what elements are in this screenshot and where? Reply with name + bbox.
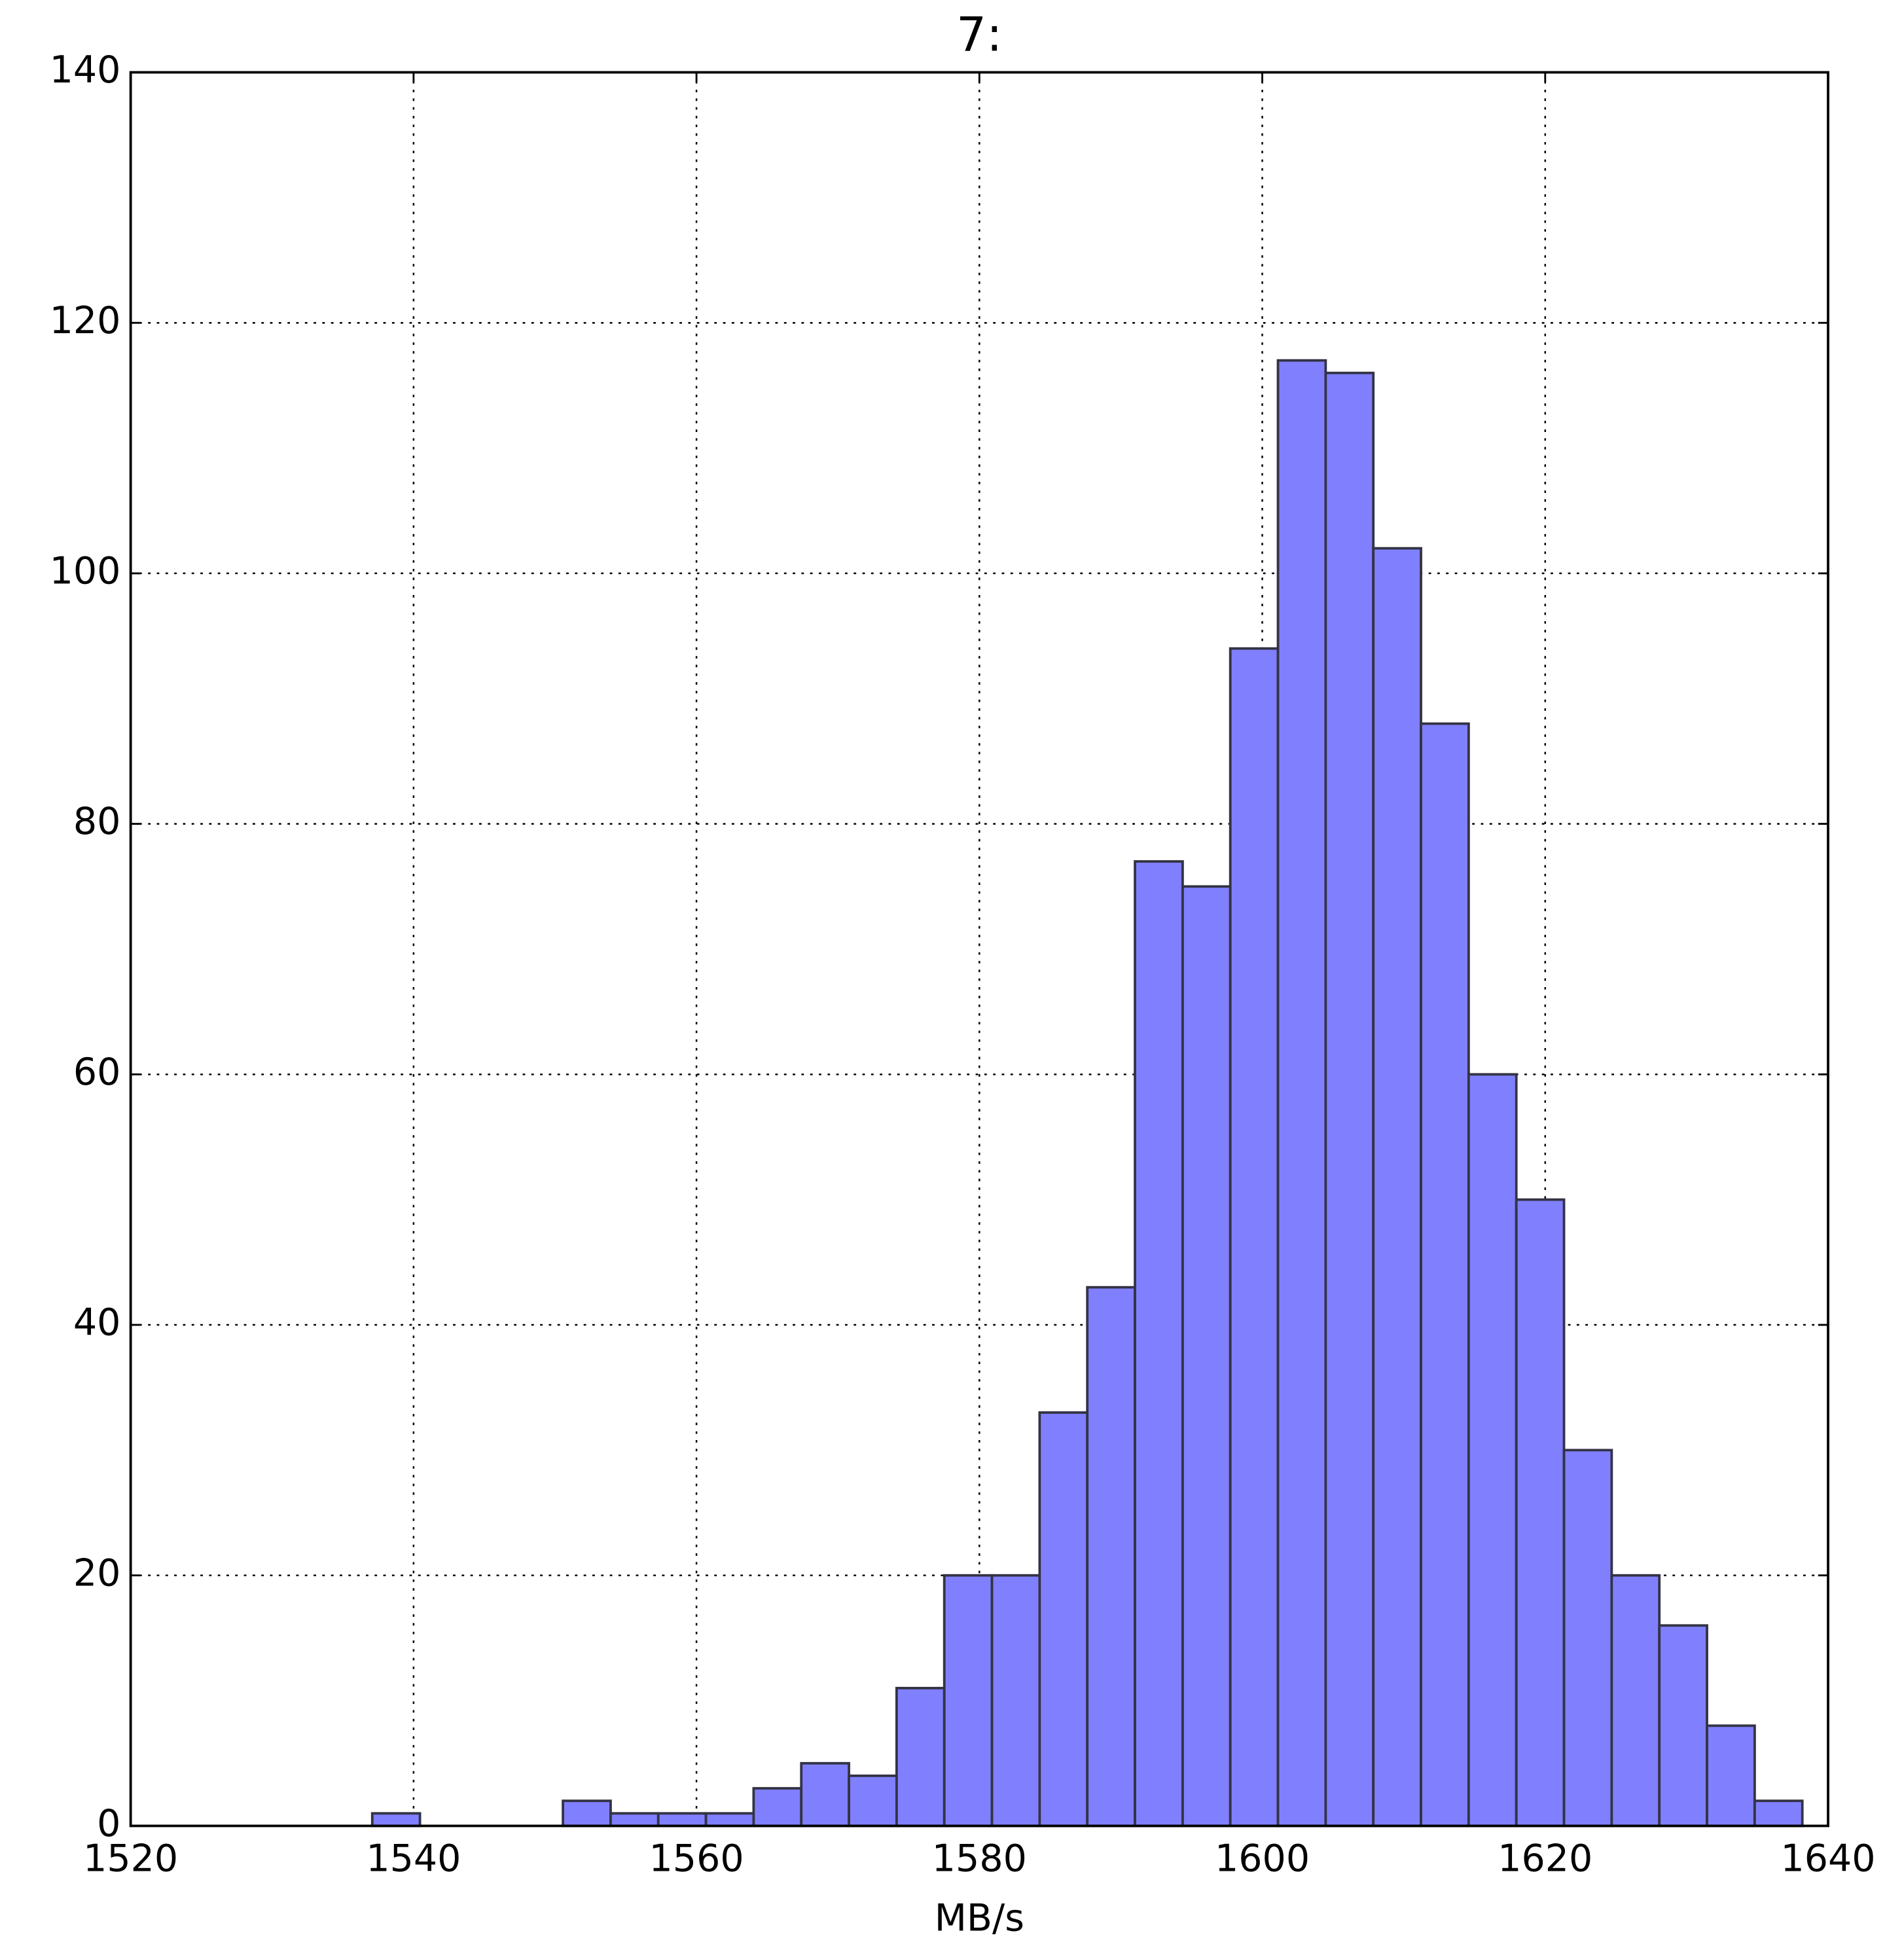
bar xyxy=(1229,647,1280,1828)
bar xyxy=(848,1775,898,1828)
x-tick-label: 1520 xyxy=(83,1837,178,1880)
y-tick-label: 120 xyxy=(50,299,121,342)
bar xyxy=(562,1799,612,1828)
y-tick-label: 0 xyxy=(97,1802,120,1845)
x-tick-label: 1620 xyxy=(1498,1837,1592,1880)
bar xyxy=(943,1574,994,1828)
bar xyxy=(1658,1624,1708,1828)
x-axis-label: MB/s xyxy=(935,1897,1024,1940)
y-tick-label: 100 xyxy=(50,550,121,593)
bar xyxy=(1038,1411,1089,1828)
x-tick-label: 1580 xyxy=(932,1837,1027,1880)
bar xyxy=(990,1574,1041,1828)
y-tick-label: 140 xyxy=(50,48,121,92)
bar xyxy=(1753,1799,1804,1828)
bar xyxy=(1181,885,1232,1828)
bar xyxy=(1420,722,1470,1828)
y-tick-label: 40 xyxy=(73,1301,121,1344)
bar xyxy=(1467,1073,1518,1828)
x-tick-label: 1560 xyxy=(649,1837,744,1880)
y-tick-label: 20 xyxy=(73,1551,121,1595)
x-tick-label: 1540 xyxy=(366,1837,461,1880)
bar xyxy=(1706,1724,1756,1828)
bar xyxy=(656,1812,708,1828)
bar xyxy=(1134,860,1184,1828)
y-tick-label: 80 xyxy=(73,800,121,843)
bar xyxy=(1372,547,1422,1828)
bar xyxy=(1515,1198,1566,1828)
bar xyxy=(1610,1574,1661,1828)
bar xyxy=(609,1812,660,1828)
y-tick-label: 60 xyxy=(73,1051,121,1094)
bar xyxy=(1086,1286,1136,1828)
x-tick-label: 1640 xyxy=(1780,1837,1875,1880)
bar xyxy=(370,1812,422,1828)
bar xyxy=(800,1761,850,1828)
bar xyxy=(1324,371,1375,1828)
chart-title: 7: xyxy=(956,7,1002,62)
bar xyxy=(1562,1449,1613,1828)
bar xyxy=(895,1687,946,1828)
bar xyxy=(704,1812,755,1828)
plot-frame xyxy=(129,71,1829,1828)
bar xyxy=(1276,359,1327,1828)
x-tick-label: 1600 xyxy=(1215,1837,1310,1880)
bar xyxy=(752,1787,803,1828)
